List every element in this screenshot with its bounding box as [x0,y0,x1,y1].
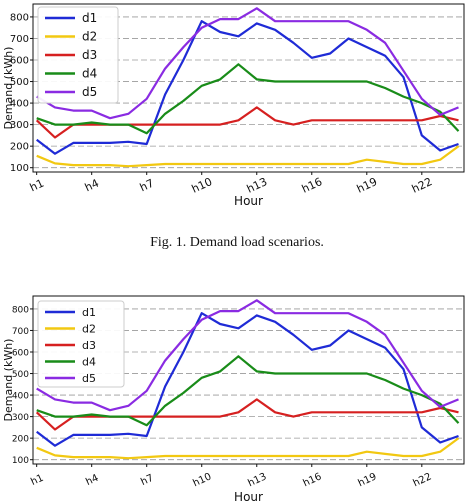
legend-label-d2: d2 [82,323,96,336]
y-tick-label: 300 [10,120,29,131]
x-tick-label: h1 [28,177,46,195]
x-tick-label: h10 [191,471,213,489]
y-tick-label: 800 [10,12,29,23]
y-tick-label: 500 [10,77,29,88]
legend-box [37,6,119,104]
series-line-d4 [36,355,460,427]
chart-top: 100 200 300 400 500 600 700 800 h1 h4 h7 h10 h13 h16 h… [2,3,465,208]
plot-frame [32,295,465,465]
x-tick-label: h7 [139,473,155,488]
y-tick-label: 100 [10,163,29,174]
x-tick-label: h13 [246,471,268,489]
x-axis-title: Hour [234,194,263,208]
y-tick-label: 600 [10,56,29,67]
legend: d1 d2 d3 d4 d5 [37,300,125,388]
x-tick-label: h22 [411,471,433,489]
legend-label-d2: d2 [82,30,97,44]
legend-label-d4: d4 [82,67,97,81]
series-line-d2 [36,145,460,168]
x-tick-label: h13 [245,175,269,196]
x-axis-title: Hour [234,490,263,504]
y-tick-label: 100 [12,456,29,466]
legend-label-d5: d5 [82,85,97,99]
y-tick-label: 400 [10,99,29,110]
y-tick-label: 600 [12,349,29,359]
x-tick-label: h16 [300,175,324,196]
legend-label-d3: d3 [82,339,96,352]
x-tick-label: h22 [410,175,434,196]
x-tick-label: h10 [190,175,214,196]
legend-box [37,300,125,388]
series-line-d5 [36,299,459,412]
legend-label-d3: d3 [82,48,97,62]
x-tick-label: h4 [83,177,101,195]
series-line-d1 [36,20,459,155]
y-tick-label: 200 [10,142,29,153]
plot-frame [32,3,465,173]
y-tick-label: 700 [10,34,29,45]
x-tick-label: h4 [84,473,100,488]
chart-bottom: 100 200 300 400 500 600 700 800 h1 h4 h7 h10 h13 h16 h… [2,295,465,504]
legend-label-d1: d1 [82,11,97,25]
legend-label-d1: d1 [82,306,96,319]
y-tick-label: 700 [12,327,29,337]
x-tick-label: h7 [138,177,156,195]
x-tick-label: h19 [355,175,379,196]
x-tick-label: h16 [301,471,323,489]
legend-label-d4: d4 [82,356,96,369]
series-line-d5 [36,7,459,120]
y-tick-label: 800 [12,305,29,315]
y-tick-label: 200 [12,435,29,445]
figure-caption: Fig. 1. Demand load scenarios. [150,235,324,250]
x-tick-label: h19 [356,471,378,489]
y-axis-title: Demand (kWh) [2,339,15,422]
legend-label-d5: d5 [82,372,96,385]
legend: d1 d2 d3 d4 d5 [37,6,119,104]
series-line-d1 [36,312,459,447]
y-tick-label: 400 [12,392,29,402]
series-line-d4 [36,63,460,135]
x-tick-label: h1 [29,473,45,488]
series-line-d2 [36,437,460,460]
y-tick-label: 500 [12,370,29,380]
y-axis-title: Demand (kWh) [2,47,15,130]
y-tick-label: 300 [12,413,29,423]
